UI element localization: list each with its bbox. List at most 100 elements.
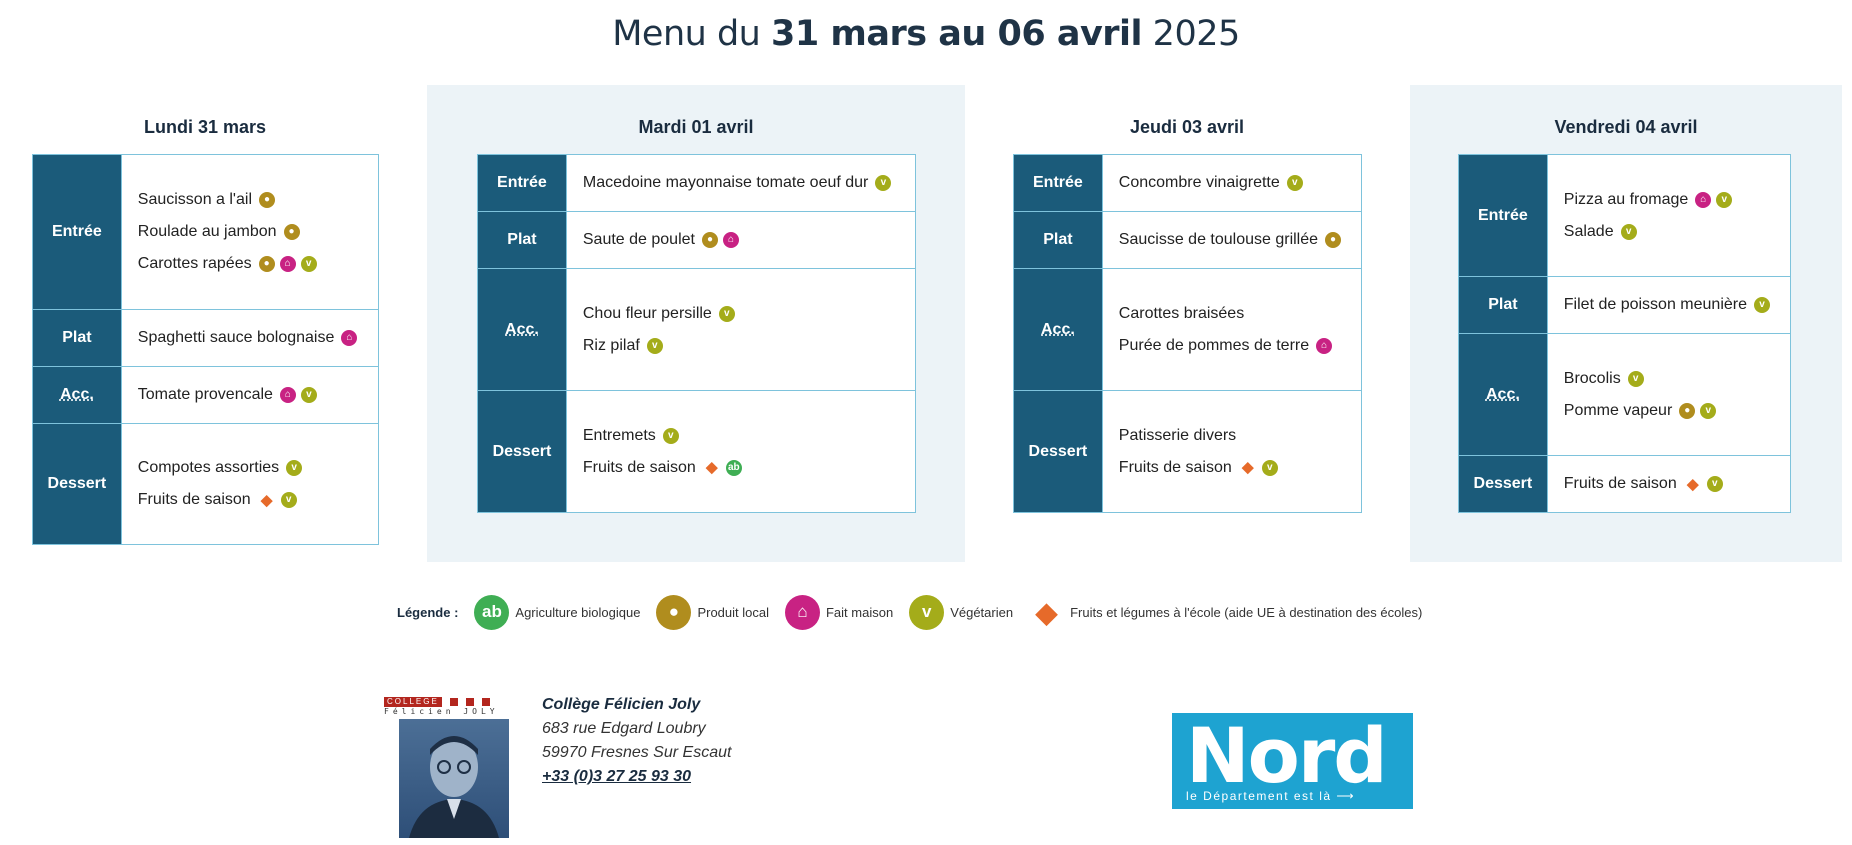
school-address-city: 59970 Fresnes Sur Escaut: [542, 744, 732, 761]
dish-item: Saucisse de toulouse grillée ●: [1119, 224, 1345, 256]
course-items: Spaghetti sauce bolognaise ⌂: [120, 309, 380, 367]
college-logo-title: COLLEGE: [384, 697, 442, 707]
dish-item: Riz pilaf v: [583, 330, 899, 362]
dish-name: Carottes rapées: [137, 255, 252, 272]
college-logo-name: Félicien JOLY: [384, 707, 499, 716]
legend-text: Fait maison: [825, 604, 894, 620]
local-product-icon: ●: [701, 232, 718, 248]
dish-item: Concombre vinaigrette v: [1119, 167, 1345, 199]
local-product-icon: ●: [259, 192, 275, 208]
course-category: Entrée: [32, 154, 122, 310]
dish-name: Pizza au fromage: [1563, 190, 1689, 208]
homemade-icon: ⌂: [341, 330, 358, 346]
menu-table: Entrée Macedoine mayonnaise tomate oeuf d…: [477, 154, 917, 513]
vegetarian-icon: v: [1620, 223, 1637, 240]
vegetarian-icon: v: [1706, 476, 1723, 492]
legend-text: Fruits et légumes à l'école (aide UE à d…: [1070, 604, 1423, 620]
dish-name: Saute de poulet: [582, 231, 695, 248]
title-year: 2025: [1142, 14, 1241, 54]
homemade-icon: ⌂: [1316, 337, 1333, 354]
dish-item: Saute de poulet ● ⌂: [583, 224, 899, 256]
menu-row: Dessert Patisserie divers Fruits de saison…: [1013, 390, 1363, 513]
dish-item: Compotes assorties v: [138, 452, 362, 484]
dish-name: Concombre vinaigrette: [1118, 174, 1280, 191]
dish-item: Brocolis v: [1564, 363, 1774, 395]
day-title: Lundi 31 mars: [143, 117, 267, 137]
college-logo: COLLEGE Félicien JOLY: [384, 697, 527, 716]
day-column: Lundi 31 mars Entrée Saucisson a l'ail ● Rou…: [30, 85, 380, 562]
menu-row: Entrée Pizza au fromage ⌂ v Salade v: [1458, 154, 1792, 277]
school-phone-link[interactable]: +33 (0)3 27 25 93 30: [542, 768, 692, 785]
nord-department-logo: Nord le Département est là ⟶: [1172, 711, 1413, 809]
menu-row: Entrée Saucisson a l'ail ● Roulade au jambo…: [32, 154, 380, 310]
day-title: Mardi 01 avril: [638, 117, 754, 137]
day-column: Jeudi 03 avril Entrée Concombre vinaigrett…: [1012, 85, 1363, 562]
day-title: Vendredi 04 avril: [1554, 117, 1698, 137]
organic-icon: ab: [474, 594, 510, 630]
menu-row: Acc. Brocolis v Pomme vapeur ● v: [1458, 333, 1792, 456]
course-category: Plat: [1013, 211, 1103, 269]
local-product-icon: ●: [283, 224, 300, 240]
dish-item: Patisserie divers: [1119, 420, 1345, 452]
course-category: Acc.: [1013, 268, 1103, 391]
local-product-icon: ●: [1325, 232, 1342, 248]
legend-item: ● Produit local: [656, 594, 769, 630]
dish-name: Pomme vapeur: [1563, 401, 1673, 419]
homemade-icon: ⌂: [784, 594, 820, 630]
menu-row: Acc. Carottes braisées Purée de pommes de …: [1013, 268, 1363, 391]
dish-item: Filet de poisson meunière v: [1564, 289, 1774, 321]
course-items: Filet de poisson meunière v: [1546, 276, 1792, 334]
dish-name: Riz pilaf: [582, 336, 640, 354]
title-date-range: 31 mars au 06 avril: [770, 14, 1143, 54]
dish-name: Chou fleur persille: [582, 304, 712, 322]
dish-item: Spaghetti sauce bolognaise ⌂: [138, 322, 362, 354]
dish-name: Carottes braisées: [1118, 304, 1245, 322]
school-fruit-icon: ◆: [706, 459, 718, 476]
vegetarian-icon: v: [662, 427, 679, 444]
dish-name: Brocolis: [1563, 369, 1621, 387]
vegetarian-icon: v: [1700, 402, 1717, 419]
school-info: Collège Félicien Joly 683 rue Edgard Lou…: [542, 693, 731, 789]
dish-name: Filet de poisson meunière: [1563, 296, 1747, 313]
course-category: Plat: [32, 309, 122, 367]
dish-name: Fruits de saison: [137, 491, 251, 508]
course-category: Acc.: [32, 366, 122, 424]
vegetarian-icon: v: [1286, 175, 1303, 191]
vegetarian-icon: v: [280, 492, 297, 508]
course-items: Concombre vinaigrette v: [1101, 154, 1363, 212]
dish-name: Saucisson a l'ail: [137, 191, 252, 208]
dish-item: Fruits de saison ◆ v: [1119, 452, 1345, 484]
course-items: Pizza au fromage ⌂ v Salade v: [1546, 154, 1792, 277]
course-category: Dessert: [1013, 390, 1103, 513]
day-column: Mardi 01 avril Entrée Macedoine mayonnaise…: [427, 85, 965, 562]
dish-name: Fruits de saison: [582, 458, 696, 476]
organic-icon: ab: [725, 459, 742, 476]
course-category: Dessert: [477, 390, 567, 513]
dish-name: Macedoine mayonnaise tomate oeuf dur: [582, 174, 869, 191]
homemade-icon: ⌂: [279, 387, 296, 403]
school-fruit-icon: ◆: [1241, 459, 1254, 476]
nord-logo-tagline: le Département est là ⟶: [1186, 789, 1356, 803]
legend-text: Végétarien: [950, 604, 1014, 620]
menu-row: Plat Saute de poulet ● ⌂: [477, 211, 917, 269]
title-prefix: Menu du: [612, 14, 771, 54]
course-category: Dessert: [32, 423, 122, 545]
page-title: Menu du 31 mars au 06 avril 2025: [0, 14, 1852, 54]
course-items: Saucisson a l'ail ● Roulade au jambon ● Caro…: [120, 154, 380, 310]
day-column: Vendredi 04 avril Entrée Pizza au fromage ⌂…: [1410, 85, 1842, 562]
dish-item: Roulade au jambon ●: [138, 216, 362, 248]
dish-name: Compotes assorties: [137, 459, 280, 476]
menu-row: Plat Spaghetti sauce bolognaise ⌂: [32, 309, 380, 367]
dish-item: Macedoine mayonnaise tomate oeuf dur v: [583, 167, 899, 199]
vegetarian-icon: v: [909, 594, 945, 630]
day-title: Jeudi 03 avril: [1129, 117, 1245, 137]
course-category: Acc.: [477, 268, 567, 391]
legend-text: Produit local: [697, 604, 769, 620]
dish-name: Salade: [1563, 222, 1614, 240]
dish-item: Fruits de saison ◆ v: [138, 484, 362, 516]
homemade-icon: ⌂: [279, 256, 296, 272]
dish-name: Saucisse de toulouse grillée: [1118, 231, 1319, 248]
dish-item: Entremets v: [583, 420, 899, 452]
menu-table: Entrée Concombre vinaigrette v Plat Saucisse…: [1013, 154, 1363, 513]
